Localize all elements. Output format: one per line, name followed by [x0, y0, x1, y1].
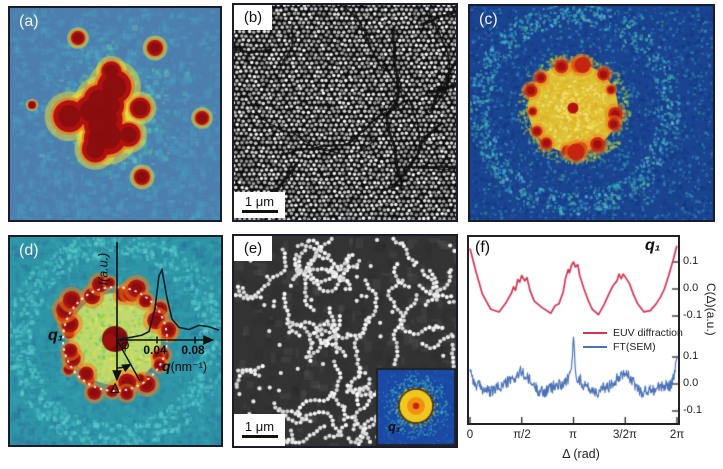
legend-item-ftsem: FT(SEM) [583, 340, 683, 354]
q-axis-unit: (nm⁻¹) [170, 360, 208, 374]
scale-bar-line [241, 210, 278, 213]
panel-b-sem-image [234, 5, 456, 220]
x-tick-3pi2: 3/2π [613, 429, 637, 441]
inset-q1-label: q₁ [388, 419, 401, 434]
panel-f-label: (f) [475, 239, 491, 256]
panel-b: (b) 1 μm [232, 3, 458, 222]
phi-label: φ [121, 337, 130, 352]
x-axis-label: Δ (rad) [562, 447, 600, 461]
scale-bar: 1 μm [234, 414, 285, 446]
x-tick-2pi: 2π [669, 429, 685, 441]
q1-ring-label: q₁ [48, 327, 64, 344]
x-tick-pi: π [569, 429, 577, 441]
scale-bar-text: 1 μm [244, 419, 275, 434]
legend-label-ftsem: FT(SEM) [613, 341, 656, 353]
q1-corner-label: q₁ [645, 237, 661, 254]
panel-a-label: (a) [19, 13, 39, 30]
panel-c-label: (c) [479, 11, 498, 28]
legend-line-euv [583, 331, 607, 335]
x-tick-pi2: π/2 [513, 429, 531, 441]
legend: EUV diffraction FT(SEM) [583, 326, 683, 354]
legend-item-euv: EUV diffraction [583, 326, 683, 340]
panel-d-diffraction-image [10, 237, 221, 445]
panel-d: (d) I(a.u.) q₁ φ Δ 0.04 0.08 q(nm⁻¹) [8, 235, 223, 447]
y-axis-label: C(Δ)(a.u.) [704, 283, 718, 336]
y-tick-upper-m01: -0.1 [683, 309, 702, 321]
panel-d-label: (d) [19, 242, 39, 259]
panel-f-chart: (f) q₁ 0.1 0.0 -0.1 0.1 0.0 -0.1 0 π/2 π… [461, 231, 723, 469]
chart-plot-area [467, 235, 680, 425]
intensity-axis-label: I(a.u.) [96, 252, 111, 286]
legend-label-euv: EUV diffraction [613, 327, 683, 339]
correlation-curves-canvas [469, 237, 678, 423]
y-tick-upper-01: 0.1 [683, 255, 699, 267]
scale-bar-line [241, 435, 278, 438]
panel-a: (a) [8, 6, 222, 222]
panel-e-label: (e) [234, 236, 272, 261]
q-tick-label-008: 0.08 [181, 343, 205, 357]
panel-c: (c) [468, 4, 715, 222]
delta-label: Δ [110, 380, 120, 396]
panel-b-label: (b) [234, 5, 272, 30]
panel-c-diffraction-image [470, 6, 713, 220]
panel-a-diffraction-image [10, 8, 220, 220]
q-axis-symbol: q [162, 358, 171, 374]
y-tick-lower-00: 0.0 [683, 377, 699, 389]
y-tick-lower-01: 0.1 [683, 350, 699, 362]
x-tick-0: 0 [466, 429, 474, 441]
q-tick-label-004: 0.04 [143, 343, 167, 357]
scale-bar-text: 1 μm [244, 194, 275, 209]
panel-e: (e) 1 μm q₁ [232, 234, 458, 448]
panel-e-sem-image [234, 236, 456, 446]
q-axis-label: q(nm⁻¹) [162, 358, 207, 374]
legend-line-ftsem [583, 345, 607, 349]
y-tick-lower-m01: -0.1 [683, 404, 702, 416]
scale-bar: 1 μm [234, 192, 285, 218]
y-tick-upper-00: 0.0 [683, 282, 699, 294]
